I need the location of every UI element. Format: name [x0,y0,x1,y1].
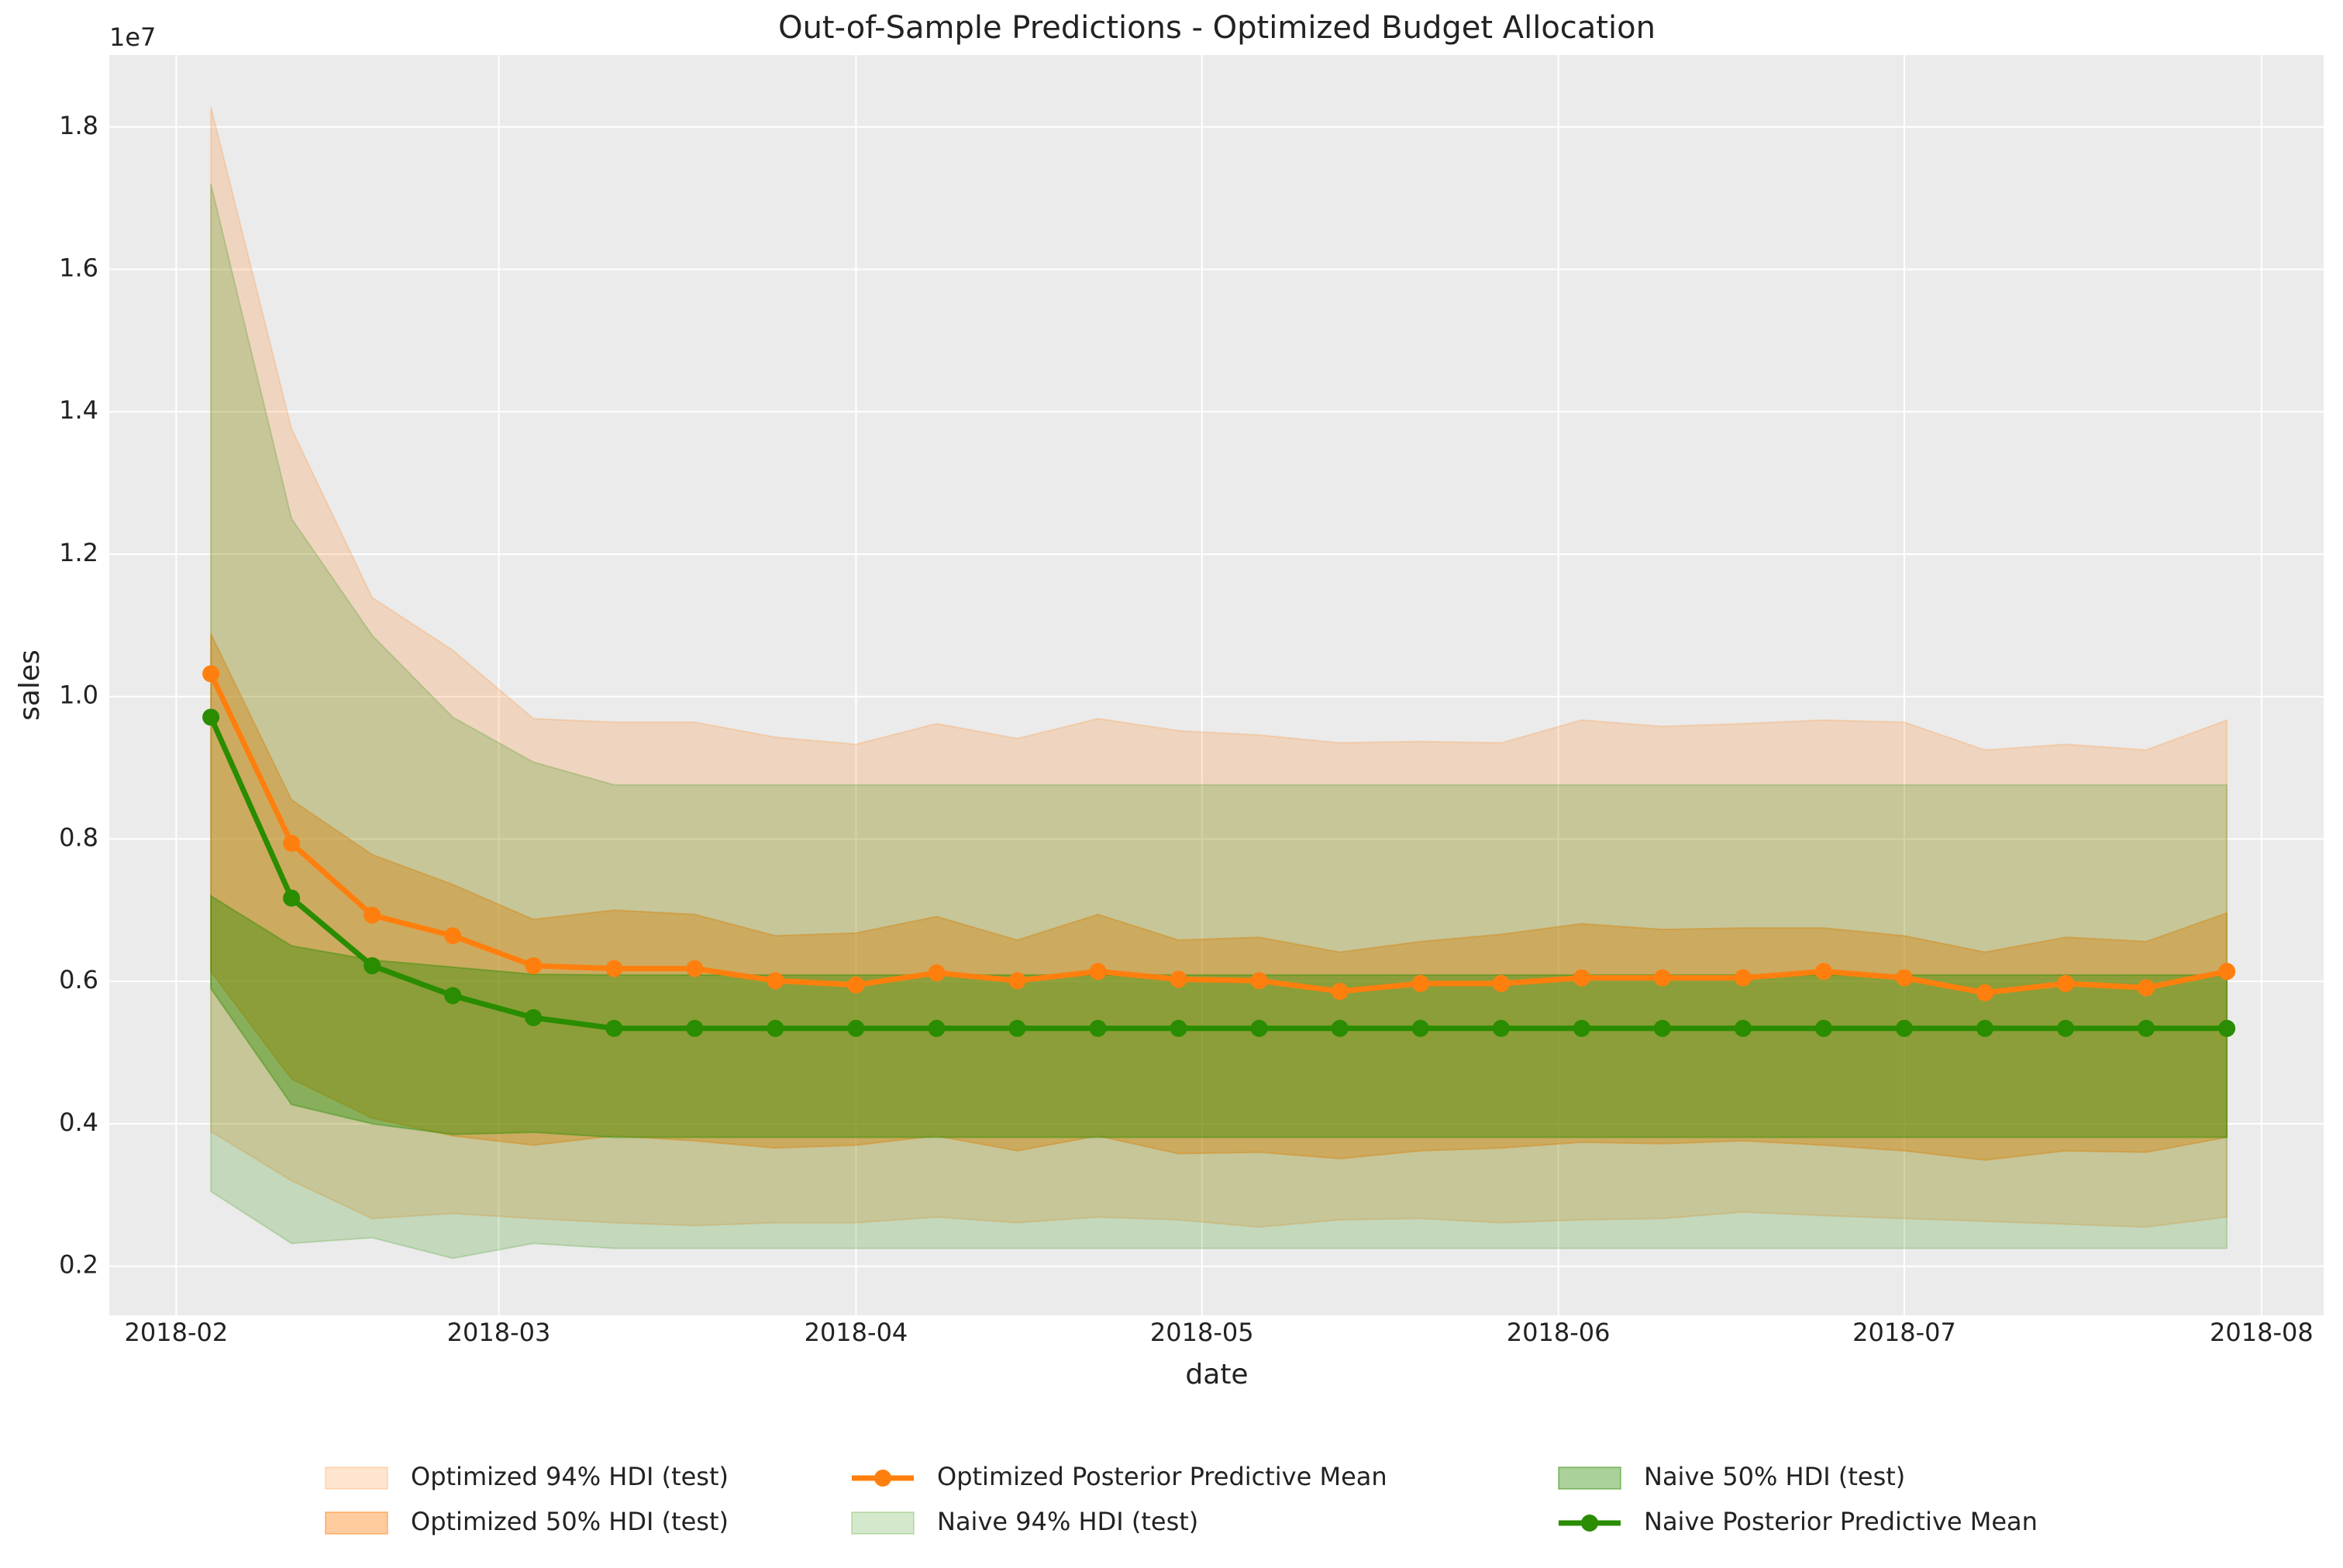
legend-label: Optimized 50% HDI (test) [411,1507,729,1536]
point [202,665,220,683]
y-tick-label: 0.2 [59,1250,98,1280]
point [444,987,462,1005]
point [1170,1019,1187,1037]
plot-area [109,55,2324,1315]
legend-label: Naive 94% HDI (test) [937,1507,1198,1536]
y-tick-label: 0.6 [59,965,98,994]
y-tick-label: 0.8 [59,822,98,852]
x-tick-label: 2018-08 [2210,1318,2314,1347]
y-tick-label: 1.6 [59,253,98,283]
point [364,956,381,974]
legend-marker [1581,1515,1598,1532]
point [605,1019,623,1037]
chart-title: Out-of-Sample Predictions - Optimized Bu… [778,10,1656,46]
x-tick-label: 2018-02 [125,1318,229,1347]
point [1492,974,1510,992]
point [1250,1019,1268,1037]
point [1573,1019,1590,1037]
hdi-band [210,184,2228,1260]
point [928,1019,946,1037]
point [1411,974,1429,992]
point [1653,1019,1671,1037]
point [2218,1019,2236,1037]
x-tick-label: 2018-04 [805,1318,908,1347]
point [928,964,946,982]
y-offset-label: 1e7 [109,22,156,52]
point [2057,1019,2075,1037]
point [2138,979,2155,997]
legend-label: Naive Posterior Predictive Mean [1644,1507,2038,1536]
point [1573,969,1590,987]
point [1895,1019,1913,1037]
y-tick-label: 1.2 [59,538,98,567]
y-tick-label: 0.4 [59,1108,98,1137]
point [1008,972,1026,990]
point [605,960,623,977]
x-tick-label: 2018-05 [1150,1318,1254,1347]
point [1250,972,1268,990]
point [525,956,543,974]
point [444,927,462,945]
point [525,1009,543,1027]
point [1734,1019,1752,1037]
legend-swatch [851,1511,915,1535]
point [1814,963,1832,980]
point [364,906,381,924]
point [847,976,865,994]
point [1734,969,1752,987]
mean-line [208,672,2228,996]
point [283,889,301,907]
point [1653,969,1671,987]
point [1089,963,1107,980]
point [767,1019,784,1037]
y-tick-label: 1.0 [59,681,98,710]
legend-label: Optimized Posterior Predictive Mean [937,1462,1387,1491]
point [2057,974,2075,992]
point [1331,983,1349,1001]
y-tick-label: 1.8 [59,111,98,140]
point [2138,1019,2155,1037]
mean-line [208,715,2228,1032]
point [1170,970,1187,988]
legend-swatch [1558,1466,1621,1490]
point [283,834,301,852]
point [1976,1019,1994,1037]
x-tick-label: 2018-07 [1852,1318,1956,1347]
hdi-band [210,106,2228,1229]
point [1976,984,1994,1001]
legend-label: Naive 50% HDI (test) [1644,1462,1905,1491]
point [1411,1019,1429,1037]
point [686,1019,704,1037]
point [2218,963,2236,980]
legend-swatch [325,1466,388,1490]
legend-label: Optimized 94% HDI (test) [411,1462,729,1491]
point [1008,1019,1026,1037]
y-tick-label: 1.4 [59,395,98,425]
x-tick-label: 2018-03 [447,1318,551,1347]
y-axis-label: sales [14,650,46,721]
legend-swatch [325,1511,388,1535]
point [202,708,220,726]
point [767,972,784,990]
legend-marker [874,1470,891,1487]
point [1814,1019,1832,1037]
point [847,1019,865,1037]
x-axis-label: date [1185,1359,1248,1391]
point [686,960,704,977]
point [1492,1019,1510,1037]
point [1089,1019,1107,1037]
point [1895,969,1913,987]
x-tick-label: 2018-06 [1507,1318,1611,1347]
point [1331,1019,1349,1037]
